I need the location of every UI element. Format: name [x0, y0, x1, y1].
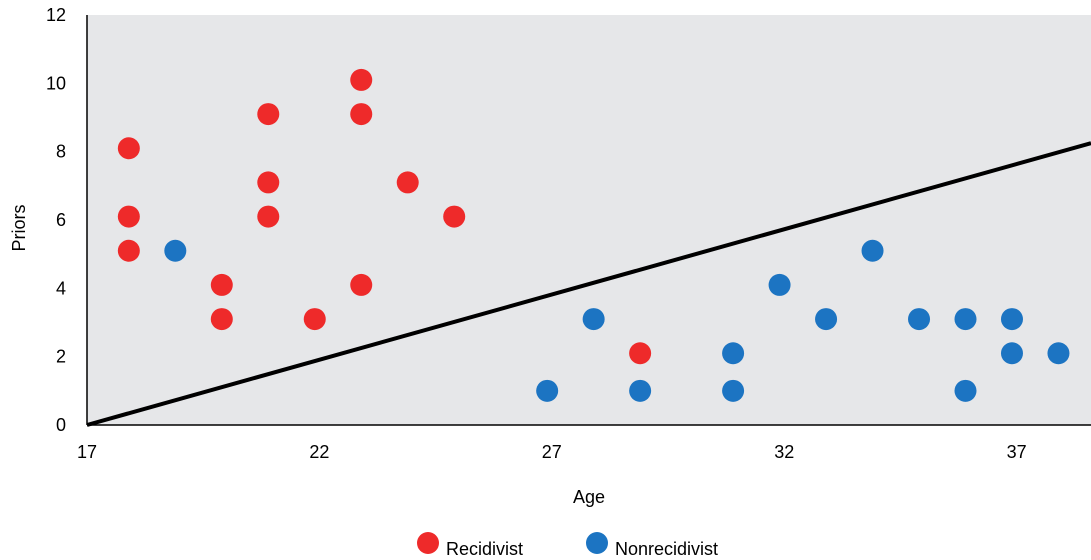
- nonrecidivist-point: [536, 379, 559, 402]
- decision-boundary-line: [86, 141, 1091, 427]
- x-tick-label: 17: [77, 442, 97, 462]
- x-tick-label: 22: [309, 442, 329, 462]
- nonrecidivist-point: [815, 308, 838, 331]
- y-tick-label: 12: [46, 5, 66, 25]
- nonrecidivist-point: [954, 379, 977, 402]
- recidivist-point: [396, 171, 419, 194]
- legend-recidivist-marker: [417, 532, 439, 554]
- recidivist-point: [257, 171, 280, 194]
- legend-nonrecidivist-marker: [586, 532, 608, 554]
- nonrecidivist-point: [908, 308, 931, 331]
- recidivist-point: [117, 239, 140, 262]
- y-tick-label: 8: [56, 142, 66, 162]
- recidivist-point: [350, 68, 373, 91]
- nonrecidivist-point: [164, 239, 187, 262]
- recidivist-point: [350, 273, 373, 296]
- nonrecidivist-point: [1000, 342, 1023, 365]
- nonrecidivist-point: [768, 273, 791, 296]
- nonrecidivist-point: [629, 379, 652, 402]
- y-tick-label: 4: [56, 278, 66, 298]
- x-tick-label: 37: [1007, 442, 1027, 462]
- legend: Recidivist Nonrecidivist: [417, 532, 718, 559]
- y-axis-ticks: 0 2 4 6 8 10 12: [46, 5, 66, 435]
- y-tick-label: 10: [46, 73, 66, 93]
- legend-nonrecidivist-label: Nonrecidivist: [615, 539, 718, 559]
- nonrecidivist-point: [1000, 308, 1023, 331]
- nonrecidivist-point: [954, 308, 977, 331]
- x-axis-title: Age: [573, 487, 605, 507]
- nonrecidivist-point: [722, 379, 745, 402]
- legend-recidivist-label: Recidivist: [446, 539, 523, 559]
- recidivist-point: [350, 103, 373, 126]
- recidivist-point: [629, 342, 652, 365]
- data-points: [117, 68, 1070, 402]
- y-tick-label: 2: [56, 347, 66, 367]
- x-tick-label: 32: [774, 442, 794, 462]
- recidivist-point: [443, 205, 466, 228]
- nonrecidivist-point: [582, 308, 605, 331]
- x-tick-label: 27: [542, 442, 562, 462]
- y-tick-label: 6: [56, 210, 66, 230]
- y-tick-label: 0: [56, 415, 66, 435]
- recidivist-point: [210, 273, 233, 296]
- recidivist-point: [257, 103, 280, 126]
- plot-area: [87, 15, 1091, 425]
- recidivist-point: [303, 308, 326, 331]
- recidivist-point: [257, 205, 280, 228]
- y-axis-title: Priors: [9, 204, 29, 251]
- nonrecidivist-point: [861, 239, 884, 262]
- x-axis-ticks: 17 22 27 32 37: [77, 442, 1027, 462]
- recidivist-point: [117, 205, 140, 228]
- recidivist-point: [117, 137, 140, 160]
- nonrecidivist-point: [1047, 342, 1070, 365]
- recidivist-point: [210, 308, 233, 331]
- nonrecidivist-point: [722, 342, 745, 365]
